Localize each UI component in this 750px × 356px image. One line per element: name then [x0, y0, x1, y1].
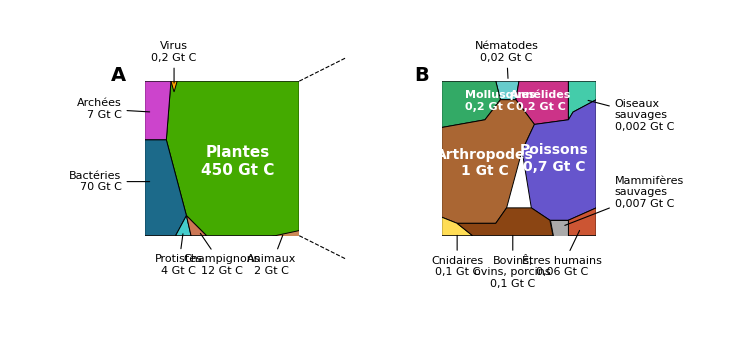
- Text: Protistes
4 Gt C: Protistes 4 Gt C: [154, 234, 203, 276]
- Text: Arthropodes
1 Gt C: Arthropodes 1 Gt C: [436, 148, 534, 178]
- Polygon shape: [272, 230, 299, 236]
- Polygon shape: [442, 81, 500, 127]
- Text: Cnidaires
0,1 Gt C: Cnidaires 0,1 Gt C: [431, 235, 483, 277]
- Text: Nématodes
0,02 Gt C: Nématodes 0,02 Gt C: [475, 41, 538, 78]
- Polygon shape: [496, 81, 519, 100]
- Text: Bovins,
ovins, porcins
0,1 Gt C: Bovins, ovins, porcins 0,1 Gt C: [475, 235, 551, 289]
- Polygon shape: [568, 208, 596, 236]
- Polygon shape: [145, 81, 171, 140]
- Polygon shape: [458, 208, 553, 236]
- Polygon shape: [187, 216, 206, 236]
- Polygon shape: [442, 217, 472, 236]
- Text: Archées
7 Gt C: Archées 7 Gt C: [76, 98, 150, 120]
- Text: Êtres humains
0,06 Gt C: Êtres humains 0,06 Gt C: [522, 230, 602, 277]
- Polygon shape: [442, 100, 535, 223]
- Text: Plantes
450 Gt C: Plantes 450 Gt C: [201, 145, 274, 178]
- Text: Annélides
0,2 Gt C: Annélides 0,2 Gt C: [510, 90, 572, 112]
- Text: Bactéries
70 Gt C: Bactéries 70 Gt C: [69, 171, 150, 192]
- Text: Champignons
12 Gt C: Champignons 12 Gt C: [184, 233, 260, 276]
- Text: Mammifères
sauvages
0,007 Gt C: Mammifères sauvages 0,007 Gt C: [565, 176, 684, 225]
- Text: Mollusques
0,2 Gt C: Mollusques 0,2 Gt C: [465, 90, 536, 112]
- Polygon shape: [550, 220, 568, 236]
- Text: Oiseaux
sauvages
0,002 Gt C: Oiseaux sauvages 0,002 Gt C: [588, 99, 674, 132]
- Polygon shape: [516, 81, 568, 124]
- Text: Poissons
0,7 Gt C: Poissons 0,7 Gt C: [520, 143, 589, 173]
- Polygon shape: [171, 81, 177, 92]
- Text: A: A: [111, 66, 126, 85]
- Polygon shape: [176, 216, 191, 236]
- Polygon shape: [522, 100, 596, 220]
- Text: B: B: [414, 66, 428, 85]
- Text: Virus
0,2 Gt C: Virus 0,2 Gt C: [152, 41, 196, 83]
- Polygon shape: [145, 140, 187, 236]
- Polygon shape: [166, 81, 299, 236]
- Polygon shape: [568, 81, 596, 120]
- Text: Animaux
2 Gt C: Animaux 2 Gt C: [247, 235, 296, 276]
